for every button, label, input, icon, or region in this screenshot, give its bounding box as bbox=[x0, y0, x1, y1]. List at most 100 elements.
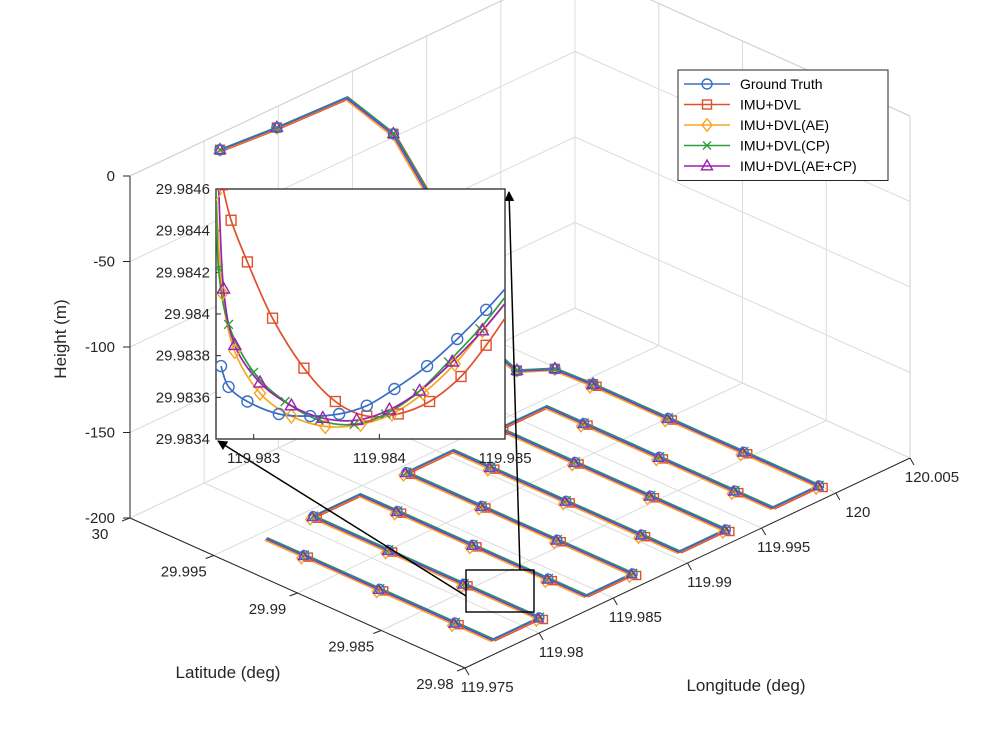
diamond-marker bbox=[380, 546, 391, 560]
circle-marker bbox=[578, 417, 590, 429]
diamond-marker bbox=[446, 618, 458, 633]
triangle-marker bbox=[382, 401, 397, 415]
diamond-marker bbox=[285, 408, 298, 425]
height-axis-label: Height (m) bbox=[51, 299, 70, 378]
circle-marker bbox=[534, 612, 545, 623]
circle-marker bbox=[543, 573, 554, 584]
legend-label: IMU+DVL bbox=[740, 97, 801, 113]
longitude-tick-label: 119.985 bbox=[609, 609, 662, 626]
circle-marker bbox=[374, 583, 385, 595]
x-marker bbox=[216, 263, 224, 274]
inset-y-tick-label: 29.9842 bbox=[156, 264, 210, 281]
triangle-marker bbox=[475, 322, 490, 336]
diamond-marker bbox=[717, 525, 729, 540]
triangle-marker bbox=[216, 280, 231, 294]
x-marker-stroke bbox=[219, 189, 221, 190]
triangle-marker bbox=[213, 142, 227, 155]
longitude-tick bbox=[835, 492, 841, 501]
diamond-marker bbox=[304, 512, 316, 527]
diamond-marker bbox=[448, 355, 462, 373]
square-marker bbox=[701, 99, 713, 110]
latitude-tick-label: 29.985 bbox=[328, 639, 374, 656]
diamond-marker bbox=[371, 585, 383, 599]
circle-marker bbox=[241, 395, 254, 408]
circle-marker bbox=[729, 485, 740, 496]
square-marker bbox=[455, 370, 467, 383]
longitude-tick-label: 120.005 bbox=[905, 469, 959, 486]
circle-marker bbox=[511, 364, 523, 377]
diamond-marker bbox=[464, 541, 476, 555]
side-grid-height bbox=[574, 222, 911, 373]
circle-marker bbox=[485, 461, 496, 473]
diamond-marker bbox=[633, 530, 644, 545]
diamond-marker bbox=[659, 414, 671, 428]
circle-marker bbox=[654, 451, 665, 463]
diamond-marker bbox=[539, 574, 551, 589]
inset-x-tick-label: 119.984 bbox=[353, 450, 406, 467]
inset-series-line bbox=[217, 189, 505, 422]
circle-marker bbox=[449, 617, 461, 628]
triangle-marker bbox=[315, 410, 331, 423]
circle-marker bbox=[214, 144, 226, 156]
circle-marker bbox=[392, 505, 403, 517]
circle-marker bbox=[401, 467, 412, 478]
circle-marker bbox=[216, 359, 228, 373]
diamond-marker bbox=[271, 120, 283, 135]
circle-marker bbox=[701, 78, 713, 90]
x-marker-stroke bbox=[272, 123, 282, 133]
x-marker-stroke bbox=[223, 319, 234, 330]
inset-y-tick-label: 29.9834 bbox=[156, 431, 210, 448]
diamond-marker bbox=[549, 361, 561, 377]
side-grid-height bbox=[574, 307, 911, 459]
latitude-tick bbox=[205, 555, 214, 559]
legend: Ground Truth IMU+DVL IMU+DVL(AE) IMU+DVL(CP… bbox=[677, 69, 889, 181]
latitude-tick-label: 29.98 bbox=[416, 676, 454, 693]
x-marker bbox=[702, 141, 712, 150]
diamond-marker bbox=[295, 551, 307, 565]
longitude-tick bbox=[612, 597, 618, 606]
diamond-marker bbox=[214, 142, 226, 158]
circle-marker bbox=[560, 495, 572, 507]
x-marker-stroke bbox=[212, 180, 221, 189]
square-marker bbox=[298, 362, 310, 374]
triangle-marker bbox=[700, 158, 714, 171]
square-marker bbox=[225, 214, 237, 226]
square-marker bbox=[423, 395, 436, 408]
circle-marker bbox=[663, 412, 674, 424]
triangle-marker bbox=[216, 189, 226, 190]
inset-zoom: 119.983 119.984 119.985 29.9846 29.9844 29.98… bbox=[156, 180, 535, 613]
legend-label: Ground Truth bbox=[740, 76, 823, 92]
inset-x-tick-label: 119.983 bbox=[227, 450, 280, 467]
longitude-tick-label: 120 bbox=[845, 504, 870, 521]
square-marker bbox=[266, 312, 279, 324]
x-marker bbox=[212, 180, 221, 190]
longitude-tick bbox=[909, 457, 915, 466]
latitude-tick-label: 30 bbox=[92, 526, 109, 543]
triangle-marker bbox=[270, 120, 284, 133]
longitude-tick bbox=[687, 562, 692, 571]
x-marker bbox=[223, 319, 234, 330]
diamond-marker bbox=[575, 419, 587, 433]
triangle-marker bbox=[349, 412, 364, 426]
diamond-marker bbox=[253, 385, 267, 402]
circle-marker bbox=[222, 380, 235, 394]
circle-marker bbox=[387, 128, 400, 140]
diamond-marker bbox=[735, 447, 747, 462]
side-grid-height bbox=[574, 136, 911, 288]
circle-marker bbox=[813, 480, 825, 491]
x-marker-stroke bbox=[248, 367, 259, 378]
x-marker-stroke bbox=[314, 415, 324, 426]
diamond-marker bbox=[642, 491, 653, 506]
circle-marker bbox=[636, 529, 647, 540]
diamond-marker bbox=[810, 481, 822, 496]
height-tick-label: -200 bbox=[85, 510, 115, 527]
diamond-marker bbox=[584, 380, 596, 395]
inset-frame bbox=[215, 188, 506, 440]
legend-label: IMU+DVL(AE) bbox=[740, 117, 829, 133]
axis-ticks: 119.975 119.98 119.985 119.99 119.995 120 120.… bbox=[51, 168, 959, 696]
circle-marker bbox=[304, 409, 317, 423]
latitude-axis-label: Latitude (deg) bbox=[176, 663, 281, 682]
circle-marker bbox=[587, 379, 599, 390]
